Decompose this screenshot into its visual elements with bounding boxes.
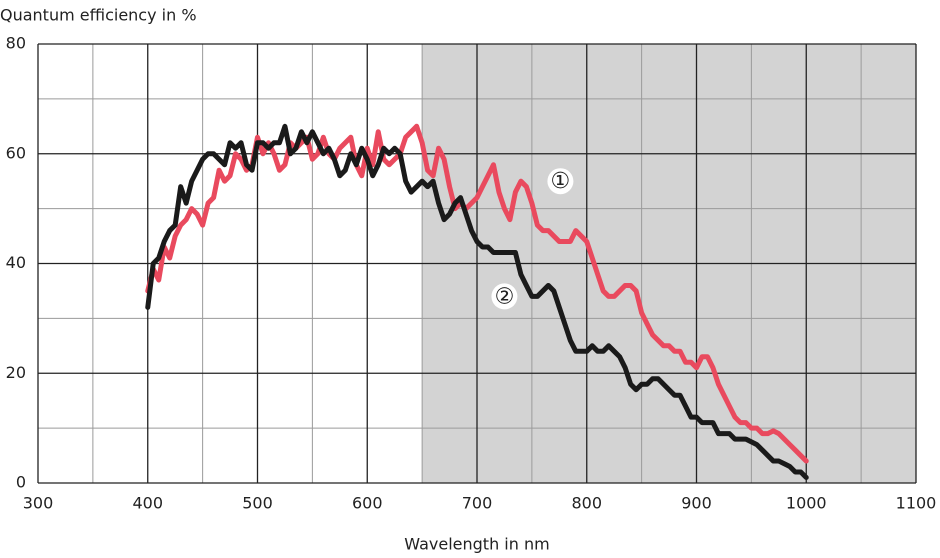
x-tick-label: 600 <box>352 494 383 513</box>
x-tick-label: 1100 <box>896 494 937 513</box>
series-line <box>145 123 809 481</box>
annotation: ② <box>495 284 515 309</box>
annotation: ① <box>551 169 571 194</box>
x-tick-label: 900 <box>681 494 712 513</box>
x-tick-label: 800 <box>571 494 602 513</box>
y-tick-label: 0 <box>16 473 26 492</box>
y-tick-label: 20 <box>6 363 26 382</box>
y-tick-label: 60 <box>6 143 26 162</box>
x-tick-label: 500 <box>242 494 273 513</box>
annotation-halo <box>491 283 518 310</box>
x-tick-label: 300 <box>23 494 54 513</box>
y-tick-label: 40 <box>6 253 26 272</box>
series-line <box>145 123 809 464</box>
x-tick-label: 700 <box>462 494 493 513</box>
y-axis-label: Quantum efficiency in % <box>0 6 197 25</box>
y-tick-label: 80 <box>6 34 26 53</box>
annotation-halo <box>547 168 574 195</box>
x-axis-label: Wavelength in nm <box>404 535 549 554</box>
x-tick-label: 1000 <box>786 494 827 513</box>
x-tick-label: 400 <box>132 494 163 513</box>
